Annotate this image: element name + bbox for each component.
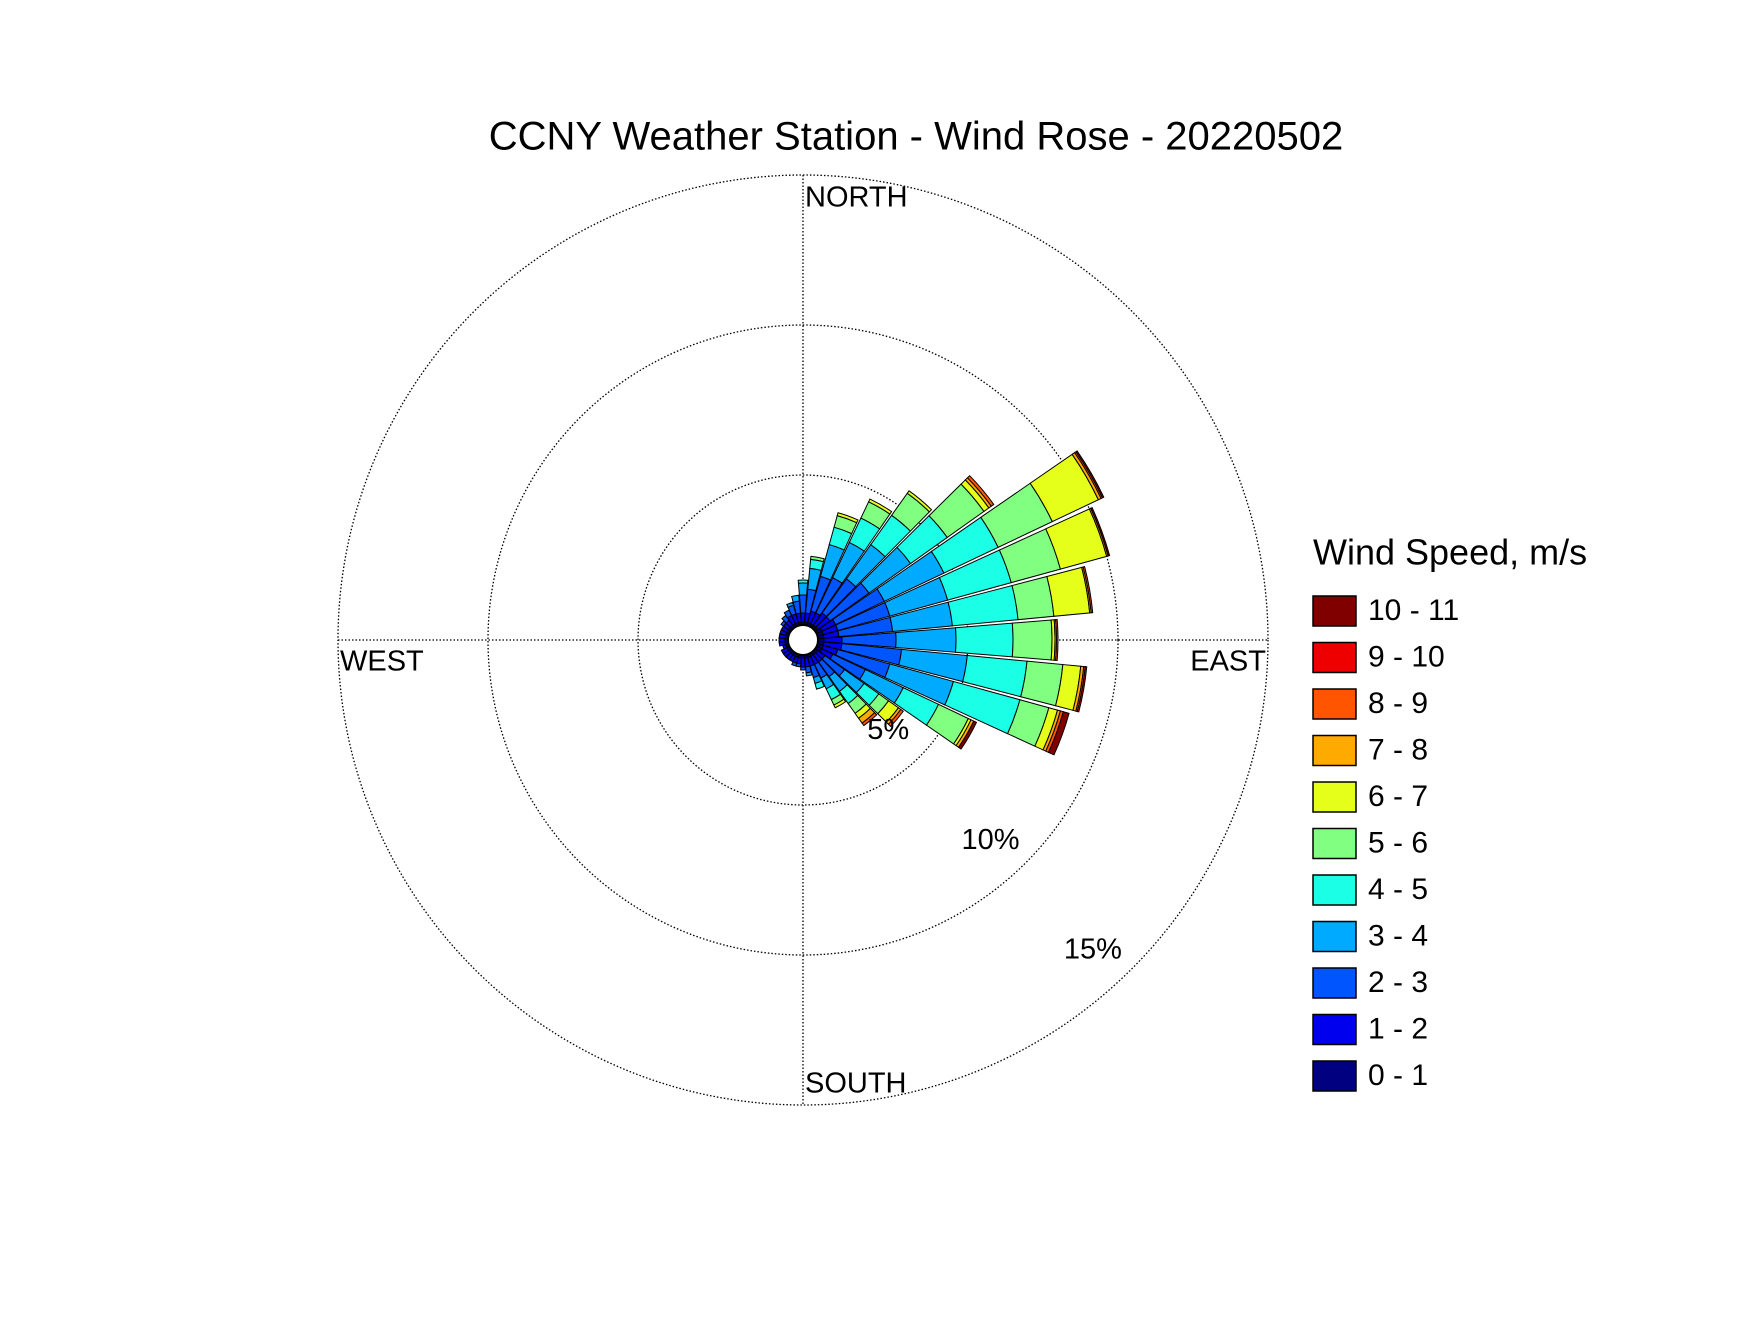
legend-swatch bbox=[1312, 920, 1357, 953]
grid-ring bbox=[487, 324, 1119, 956]
legend-label: 0 - 1 bbox=[1368, 1059, 1428, 1092]
direction-label: EAST bbox=[1190, 646, 1266, 678]
petal-segment bbox=[867, 498, 893, 515]
legend-label: 8 - 9 bbox=[1368, 687, 1428, 720]
petal-segment bbox=[966, 474, 995, 507]
legend-label: 10 - 11 bbox=[1368, 594, 1459, 627]
petal-segment bbox=[1076, 666, 1088, 713]
petal-segment bbox=[805, 671, 813, 677]
legend-swatch bbox=[1312, 641, 1357, 674]
r-tick-label: 10% bbox=[962, 824, 1020, 856]
direction-label: SOUTH bbox=[805, 1068, 907, 1100]
legend-title: Wind Speed, m/s bbox=[1313, 532, 1587, 573]
petal-segment bbox=[954, 622, 1014, 658]
petal-segment bbox=[810, 555, 825, 563]
legend: Wind Speed, m/s 0 - 1 1 - 2 2 - 3 3 - 4 4 - … bbox=[1312, 532, 1587, 1092]
legend-swatch bbox=[1312, 1060, 1357, 1092]
legend-swatch bbox=[1312, 781, 1357, 813]
legend-label: 1 - 2 bbox=[1368, 1012, 1428, 1045]
legend-swatch bbox=[1312, 734, 1357, 767]
direction-label: WEST bbox=[340, 646, 424, 678]
petal-segment bbox=[1047, 711, 1070, 756]
petal-segment bbox=[1082, 566, 1094, 614]
legend-label: 6 - 7 bbox=[1368, 780, 1428, 813]
legend-swatch bbox=[1312, 595, 1357, 627]
r-tick-label: 5% bbox=[867, 714, 909, 746]
petal-segment bbox=[780, 647, 789, 655]
legend-swatch bbox=[1312, 827, 1357, 860]
overlay: 5% 10% 15% NORTH SOUTH WEST EAST bbox=[340, 182, 1266, 1100]
petal-segment bbox=[833, 698, 847, 709]
petal-segment bbox=[814, 680, 825, 690]
petal-segment bbox=[1075, 450, 1105, 499]
legend-label: 2 - 3 bbox=[1368, 966, 1428, 999]
petal-segment bbox=[887, 708, 904, 728]
petal-segment bbox=[786, 601, 795, 608]
petal-segment bbox=[800, 666, 806, 671]
petals bbox=[778, 450, 1111, 756]
petal-segment bbox=[797, 582, 809, 596]
chart-title: CCNY Weather Station - Wind Rose - 20220… bbox=[489, 115, 1344, 159]
petal-segment bbox=[895, 627, 957, 653]
legend-label: 7 - 8 bbox=[1368, 733, 1428, 766]
petal-segment bbox=[1011, 619, 1053, 661]
legend-label: 3 - 4 bbox=[1368, 919, 1428, 952]
legend-label: 9 - 10 bbox=[1368, 640, 1445, 673]
petal-segment bbox=[836, 512, 859, 524]
legend-swatch bbox=[1312, 1013, 1357, 1046]
petal-segment bbox=[1090, 506, 1111, 557]
petal-segment bbox=[791, 661, 798, 667]
legend-swatch bbox=[1312, 874, 1357, 906]
polar-grid bbox=[337, 174, 1269, 1106]
center-hole bbox=[787, 624, 819, 656]
legend-swatch bbox=[1312, 967, 1357, 999]
petal-segment bbox=[791, 594, 800, 603]
petal-segment bbox=[906, 490, 933, 513]
petal-segment bbox=[957, 720, 978, 750]
legend-label: 4 - 5 bbox=[1368, 873, 1428, 906]
petal-segment bbox=[1055, 619, 1059, 661]
legend-label: 5 - 6 bbox=[1368, 826, 1428, 859]
r-tick-label: 15% bbox=[1064, 933, 1122, 965]
petal-segment bbox=[861, 711, 878, 727]
petal-segment bbox=[797, 579, 809, 584]
direction-label: NORTH bbox=[805, 182, 908, 214]
legend-swatch bbox=[1312, 688, 1357, 720]
